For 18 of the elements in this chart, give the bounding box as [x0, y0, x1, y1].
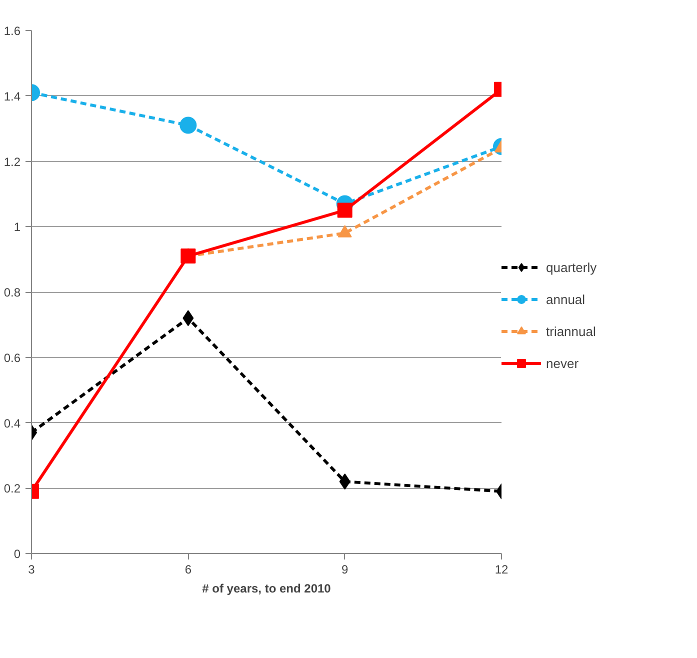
y-tick-label: 1: [14, 220, 21, 234]
legend-label: quarterly: [546, 260, 597, 274]
x-tick-label: 3: [28, 562, 36, 576]
legend-label: never: [546, 356, 579, 370]
x-tick-label: 6: [184, 562, 192, 576]
x-tick-label: 9: [341, 562, 348, 576]
y-tick-label: 1.6: [4, 24, 21, 38]
x-tick-label: 12: [494, 562, 508, 576]
y-tick-label: 0: [14, 547, 21, 561]
y-tick-label: 0.8: [4, 286, 21, 300]
legend-label: annual: [546, 292, 586, 306]
y-tick-label: 1.2: [4, 154, 21, 169]
y-tick-label: 0.4: [4, 416, 21, 430]
x-axis-title: # of years, to end 2010: [202, 582, 332, 596]
legend-label: triannual: [546, 324, 596, 338]
y-tick-label: 1.4: [4, 89, 21, 104]
y-tick-label: 0.2: [4, 482, 21, 496]
y-tick-label: 0.6: [4, 350, 21, 365]
